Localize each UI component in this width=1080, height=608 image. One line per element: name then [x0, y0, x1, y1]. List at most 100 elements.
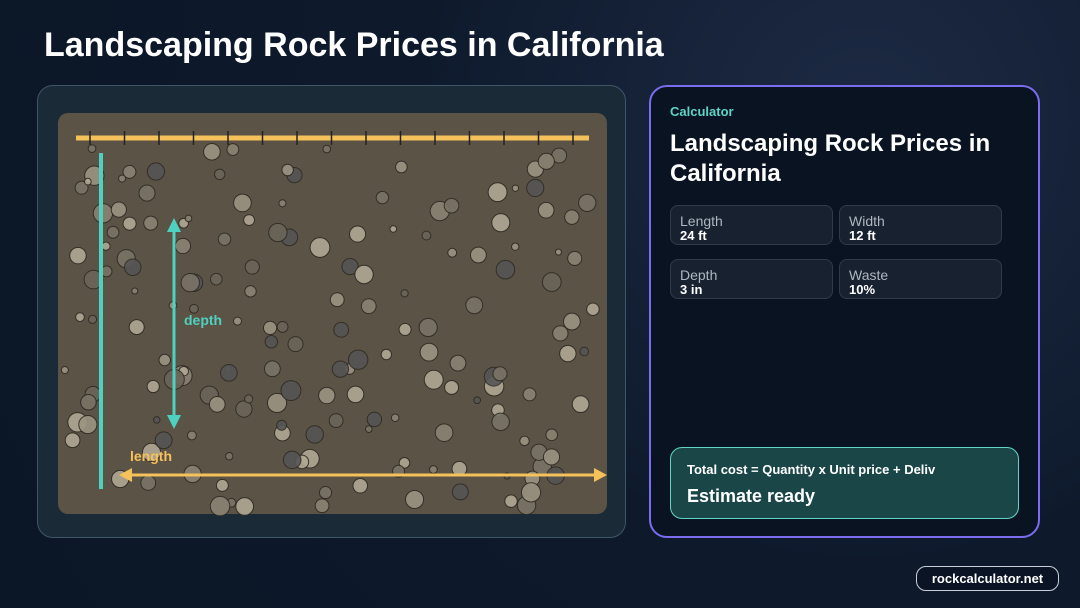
arrow-head: [167, 218, 181, 232]
rock: [143, 215, 159, 231]
field-label: Width: [849, 213, 885, 229]
rock: [110, 201, 127, 218]
rock: [60, 366, 69, 375]
rock: [80, 393, 97, 411]
rock: [519, 435, 530, 447]
rock: [154, 431, 173, 450]
rock: [138, 184, 156, 202]
rock: [421, 230, 432, 241]
rock: [398, 457, 411, 469]
rock: [314, 498, 330, 514]
arrow-head: [167, 415, 181, 429]
rock: [511, 184, 520, 192]
calculator-panel: Calculator Landscaping Rock Prices in Ca…: [649, 85, 1040, 538]
rock: [562, 312, 581, 331]
rock: [174, 237, 192, 255]
rock: [328, 413, 344, 429]
field: Depth 3 in: [670, 259, 833, 299]
rock: [537, 201, 555, 219]
rock: [522, 387, 537, 402]
rock: [281, 163, 294, 177]
rock: [276, 419, 288, 431]
rock: [444, 379, 460, 395]
rock: [278, 199, 287, 208]
rock: [264, 335, 279, 349]
rock: [375, 190, 390, 205]
rock: [244, 394, 254, 404]
rock: [131, 287, 139, 295]
rock: [128, 319, 145, 336]
rock: [318, 386, 336, 405]
rock: [333, 321, 350, 338]
rock: [235, 400, 253, 418]
rock: [346, 385, 365, 404]
rock: [537, 152, 555, 170]
field-label: Waste: [849, 267, 889, 283]
rock: [398, 322, 412, 336]
rock: [78, 414, 98, 435]
rock: [305, 425, 324, 444]
rock: [64, 432, 81, 449]
rock: [447, 247, 458, 258]
field-value: 10%: [849, 282, 876, 297]
rock: [564, 209, 580, 225]
rock: [146, 379, 160, 394]
rock: [217, 232, 232, 246]
rock: [158, 353, 171, 367]
rock: [504, 494, 518, 508]
rock: [124, 258, 142, 277]
rock: [268, 222, 288, 243]
rocks: [60, 142, 600, 517]
rock: [434, 423, 454, 443]
rock: [329, 292, 345, 308]
field-value: 24 ft: [680, 228, 707, 243]
rock: [215, 478, 229, 492]
rock: [492, 366, 508, 382]
rock: [405, 489, 425, 510]
rock: [318, 486, 333, 500]
rock: [322, 144, 332, 154]
rock: [578, 193, 597, 213]
rock: [122, 164, 137, 179]
rock: [390, 413, 400, 423]
rock: [341, 257, 359, 276]
rock: [526, 178, 545, 198]
rock: [542, 448, 561, 466]
rock: [225, 452, 234, 461]
rock: [243, 214, 256, 227]
rock: [487, 182, 508, 203]
rock: [226, 143, 240, 156]
rock: [233, 316, 243, 326]
rock: [443, 197, 460, 214]
rock: [209, 272, 223, 286]
rock: [395, 160, 408, 174]
rock: [491, 213, 511, 233]
rock: [511, 242, 520, 251]
rock: [189, 303, 199, 314]
rock: [263, 360, 281, 378]
rock: [473, 396, 482, 405]
length-label: length: [130, 448, 172, 464]
rock: [552, 325, 569, 342]
eyebrow: Calculator: [670, 104, 734, 119]
rock: [213, 168, 226, 181]
rock: [554, 248, 562, 256]
rock: [287, 336, 304, 353]
rock: [186, 430, 197, 441]
field-value: 12 ft: [849, 228, 876, 243]
rock: [75, 312, 85, 323]
field: Length 24 ft: [670, 205, 833, 245]
rock: [465, 296, 484, 315]
rock: [118, 174, 127, 183]
rock: [360, 298, 377, 315]
rock: [364, 425, 373, 433]
rock: [419, 342, 439, 362]
rock: [141, 442, 162, 462]
field: Waste 10%: [839, 259, 1002, 299]
rock: [567, 250, 583, 266]
calculator-heading: Landscaping Rock Prices in California: [670, 130, 991, 187]
field-label: Depth: [680, 267, 718, 283]
rock: [495, 259, 516, 280]
rock: [83, 177, 92, 186]
